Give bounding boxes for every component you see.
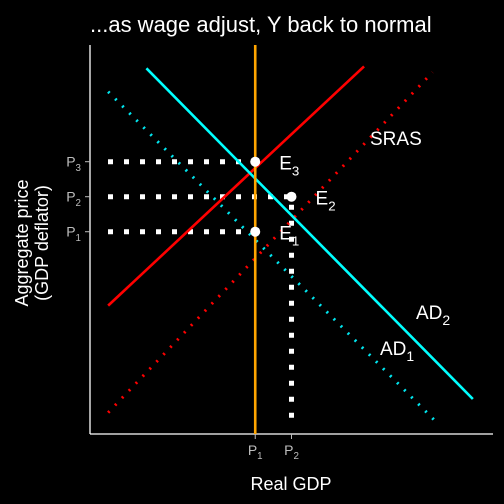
point-label-e3-main: E [279, 154, 292, 175]
point-label-e2: E2 [316, 189, 336, 214]
x-tick-label-2-sub: 2 [293, 451, 298, 462]
y-tick-label-3: P1 [66, 224, 81, 244]
curve-label-ad1: AD1 [380, 339, 414, 364]
series-sras-line [107, 71, 434, 414]
x-axis-title: Real GDP [250, 474, 331, 494]
curve-label-ad1-main: AD [380, 339, 406, 360]
curve-label-ad2: AD2 [416, 303, 450, 328]
y-axis-title-line-2: (GDP deflator) [32, 185, 52, 301]
point-label-e1: E1 [279, 224, 299, 249]
guide-lines [108, 159, 294, 418]
y-axis-title: Aggregate price (GDP deflator) [12, 179, 52, 306]
curve-label-ad2-main: AD [416, 303, 442, 324]
chart-title: ...as wage adjust, Y back to normal [90, 12, 432, 37]
y-tick-label-3-main: P [66, 224, 75, 240]
curve-label-ad2-sub: 2 [442, 312, 450, 328]
x-tick-label-1-sub: 1 [257, 451, 262, 462]
point-label-e3-sub: 3 [292, 163, 299, 178]
y-tick-label-2-sub: 2 [76, 198, 81, 209]
point-e3 [250, 156, 261, 167]
x-tick-label-2-main: P [284, 442, 293, 458]
y-tick-label-1-main: P [66, 154, 75, 170]
point-label-e1-sub: 1 [292, 233, 299, 248]
point-label-e3: E3 [279, 154, 299, 179]
point-e1 [250, 226, 261, 237]
point-label-e2-sub: 2 [328, 198, 335, 213]
point-label-e1-main: E [279, 224, 292, 245]
y-axis-title-line-1: Aggregate price [12, 179, 32, 306]
curve-label-sras-main: SRAS [370, 129, 422, 150]
series-sras-shifted-line [107, 65, 365, 307]
series-ad2-line [145, 67, 474, 400]
curve-label-sras: SRAS [370, 129, 422, 150]
y-tick-label-3-sub: 1 [76, 233, 81, 244]
curve-label-ad1-sub: 1 [406, 348, 414, 364]
y-tick-label-1-sub: 3 [76, 163, 82, 174]
x-tick-label-1: P1 [248, 442, 263, 462]
point-label-e2-main: E [316, 189, 329, 210]
y-tick-label-2: P2 [66, 189, 81, 209]
x-tick-label-1-main: P [248, 442, 257, 458]
x-tick-label-2: P2 [284, 442, 299, 462]
y-tick-label-1: P3 [66, 154, 81, 174]
y-tick-label-2-main: P [66, 189, 75, 205]
point-e2 [286, 191, 297, 202]
